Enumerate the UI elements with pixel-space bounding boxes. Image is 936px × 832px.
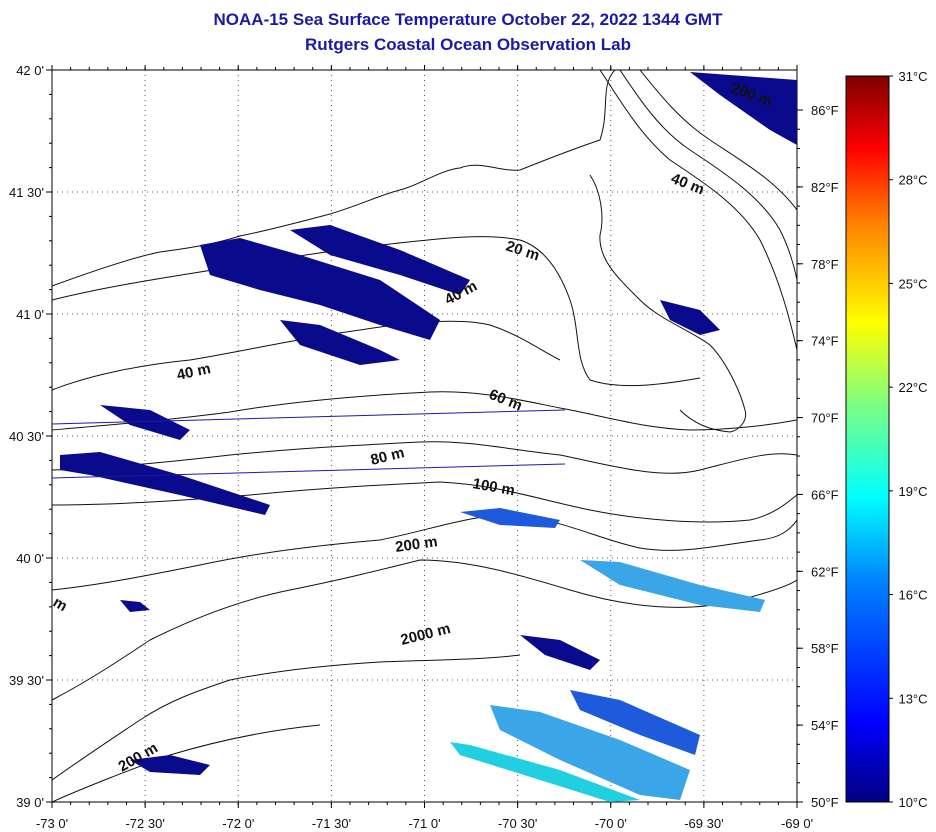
contour-20m [52,236,701,387]
contour-label: 40 m [175,360,212,384]
lat-tick-label: 39 0' [16,795,44,810]
celsius-labels: 31°C 28°C 25°C 22°C 19°C 16°C 13°C 10°C [898,69,927,810]
map-title: NOAA-15 Sea Surface Temperature October … [213,10,723,29]
celsius-tick-label: 25°C [898,276,927,291]
fahrenheit-tick-label: 86°F [811,103,839,118]
lon-tick-label: -72 30' [125,816,164,831]
contour-80m [52,441,797,474]
lon-tick-label: -69 0' [781,816,813,831]
fahrenheit-tick-label: 54°F [811,718,839,733]
lon-tick-label: -72 0' [222,816,254,831]
celsius-tick-label: 13°C [898,691,927,706]
fahrenheit-labels: 86°F 82°F 78°F 74°F 70°F 66°F 62°F 58°F 54°F 50°F [811,103,839,810]
celsius-tick-label: 19°C [898,484,927,499]
lat-tick-label: 40 30' [9,429,44,444]
contour-label: 200 m [394,533,438,556]
lon-tick-label: -73 0' [36,816,68,831]
lat-tick-label: 42 0' [16,63,44,78]
colorbar-ticks [889,75,893,803]
contour-40m-north-3 [639,70,797,211]
sst-patch [690,72,797,145]
contour-60m [52,391,797,431]
fahrenheit-tick-label: 82°F [811,180,839,195]
map-subtitle: Rutgers Coastal Ocean Observation Lab [305,35,631,54]
lon-tick-label: -69 30' [684,816,723,831]
sst-patch [290,225,470,295]
celsius-tick-label: 31°C [898,69,927,84]
fahrenheit-tick-label: 50°F [811,795,839,810]
sst-patch [490,705,690,800]
sst-patch [60,452,270,515]
fahrenheit-tick-label: 62°F [811,564,839,579]
contour-2000m [52,559,797,701]
lat-tick-label: 41 0' [16,307,44,322]
colorbar [845,75,890,803]
lat-tick-label: 39 30' [9,673,44,688]
contour-40m-north-2 [619,70,797,281]
lat-tick-label: 41 30' [9,185,44,200]
sst-patch [120,600,150,612]
latitude-labels: 42 0' 41 30' 41 0' 40 30' 40 0' 39 30' 39 0' [9,63,44,810]
celsius-tick-label: 16°C [898,588,927,603]
celsius-tick-label: 28°C [898,173,927,188]
contour-40m-north [599,70,797,351]
sst-patch [200,238,440,340]
sst-patch [580,560,765,612]
lon-tick-label: -71 30' [312,816,351,831]
sst-patch [450,742,640,802]
cape-cod-outline [589,174,747,433]
sst-patch [100,405,190,440]
lon-tick-label: -70 0' [595,816,627,831]
fahrenheit-tick-label: 58°F [811,641,839,656]
fahrenheit-tick-label: 66°F [811,487,839,502]
sst-patch [660,300,720,335]
contour-deep [52,724,321,802]
sst-patch [520,635,600,670]
celsius-tick-label: 10°C [898,795,927,810]
swath-line [52,463,566,479]
fahrenheit-tick-label: 78°F [811,257,839,272]
longitude-labels: -73 0' -72 30' -72 0' -71 30' -71 0' -70 30' -… [36,816,813,831]
contour-40m [52,320,561,391]
sst-patch [570,690,700,755]
sst-patch [280,320,400,365]
lon-tick-label: -71 0' [408,816,440,831]
axis-ticks [46,65,803,808]
lat-tick-label: 40 0' [16,551,44,566]
coastline [52,70,616,287]
fahrenheit-tick-label: 74°F [811,334,839,349]
swath-line [52,409,566,425]
fahrenheit-tick-label: 70°F [811,411,839,426]
contour-200m-south [52,654,521,781]
lon-tick-label: -70 30' [498,816,537,831]
sst-data-patches [52,72,797,802]
celsius-tick-label: 22°C [898,380,927,395]
sst-patch [460,508,560,528]
sst-patch [130,755,210,775]
